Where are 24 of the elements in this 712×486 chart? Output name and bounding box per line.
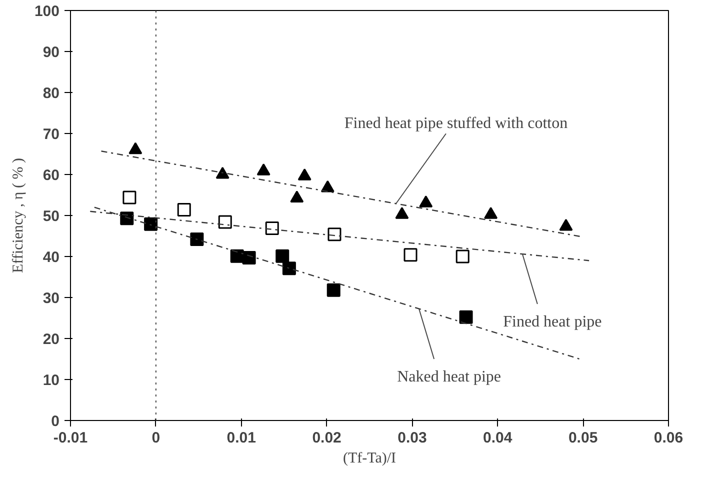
y-tick-label: 70 bbox=[42, 126, 60, 143]
y-tick-label: 60 bbox=[42, 167, 60, 184]
y-tick-label: 80 bbox=[42, 85, 60, 102]
y-tick-label: 90 bbox=[42, 44, 60, 61]
y-tick-label: 10 bbox=[42, 372, 60, 389]
annotation: Fined heat pipe bbox=[503, 314, 602, 331]
x-tick-label: 0.01 bbox=[226, 430, 256, 446]
annotation: Fined heat pipe stuffed with cotton bbox=[344, 115, 568, 132]
x-tick-label: 0.02 bbox=[312, 430, 342, 446]
annotation: Naked heat pipe bbox=[397, 368, 502, 386]
y-tick-label: 50 bbox=[42, 208, 60, 225]
y-tick-label: 40 bbox=[42, 249, 60, 266]
y-tick-label: 100 bbox=[34, 3, 60, 20]
x-tick-label: 0 bbox=[152, 430, 160, 446]
x-tick-label: 0.04 bbox=[483, 430, 513, 446]
y-tick-label: 0 bbox=[51, 413, 60, 430]
y-tick-label: 20 bbox=[42, 331, 60, 348]
y-axis-title: Efficiency , η ( % ) bbox=[10, 158, 26, 274]
x-tick-label: 0.03 bbox=[398, 430, 427, 446]
x-tick-label: -0.01 bbox=[53, 430, 88, 446]
y-tick-label: 30 bbox=[42, 290, 60, 307]
x-axis-title: (Tf-Ta)/I bbox=[342, 450, 396, 466]
x-tick-label: 0.06 bbox=[654, 430, 684, 446]
x-tick-label: 0.05 bbox=[568, 430, 598, 446]
